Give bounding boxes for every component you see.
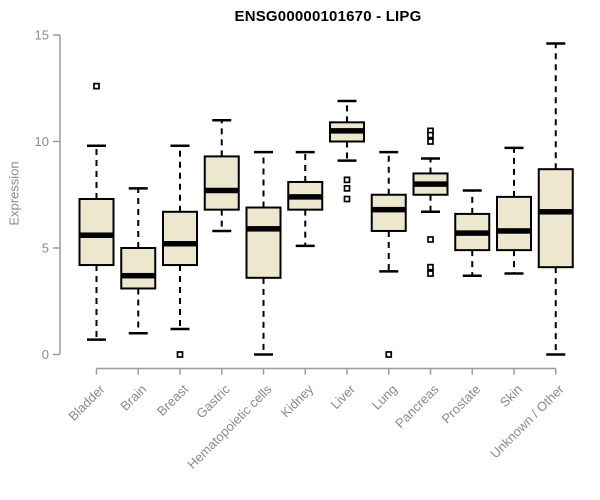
median-bar xyxy=(79,232,114,238)
outlier-point xyxy=(427,236,434,243)
box-kidney xyxy=(287,150,324,248)
outlier-point xyxy=(176,351,184,358)
box-breast xyxy=(162,144,198,358)
outlier-point xyxy=(385,351,393,358)
median-bar xyxy=(371,206,406,213)
box-unknown-other xyxy=(537,42,574,356)
y-tick-label: 10 xyxy=(35,134,49,149)
box-bladder xyxy=(78,82,115,341)
median-bar xyxy=(330,128,364,134)
median-bar xyxy=(121,272,156,279)
median-bar xyxy=(163,240,197,247)
chart-title: ENSG00000101670 - LIPG xyxy=(234,8,422,25)
median-bar xyxy=(413,181,448,187)
outlier-point xyxy=(427,131,434,139)
box-brain xyxy=(120,187,157,335)
y-tick-label: 15 xyxy=(35,28,49,43)
box-liver xyxy=(329,99,365,203)
iqr-box xyxy=(496,195,532,252)
x-tick-label: Breast xyxy=(154,381,191,418)
iqr-box xyxy=(537,168,574,269)
x-tick-label: Brain xyxy=(117,382,149,414)
outlier-point xyxy=(427,270,434,277)
outlier-point xyxy=(427,263,434,271)
x-tick-label: Bladder xyxy=(65,381,108,424)
outlier-point xyxy=(343,185,351,192)
outlier-point xyxy=(93,82,100,90)
iqr-box xyxy=(203,155,240,211)
x-tick-label: Skin xyxy=(497,382,525,410)
median-bar xyxy=(497,228,531,234)
iqr-box xyxy=(120,247,157,290)
box-hematopoietic-cells xyxy=(245,150,282,356)
y-tick-label: 0 xyxy=(42,347,49,362)
x-tick-label: Lung xyxy=(369,382,400,413)
y-axis: 0 5 10 15 xyxy=(35,28,61,362)
iqr-box xyxy=(78,198,115,267)
x-tick-label: Prostate xyxy=(439,382,484,427)
outlier-point xyxy=(427,138,434,145)
y-tick-label: 5 xyxy=(42,241,49,256)
x-tick-label: Liver xyxy=(328,381,359,412)
median-bar xyxy=(538,209,573,215)
x-tick-label: Pancreas xyxy=(392,381,442,431)
median-bar xyxy=(246,226,281,232)
outlier-point xyxy=(343,195,351,203)
iqr-box xyxy=(245,206,282,279)
iqr-box xyxy=(162,210,198,267)
iqr-box xyxy=(370,193,407,232)
x-tick-label: Unknown / Other xyxy=(487,381,567,461)
x-tick-label: Gastric xyxy=(193,381,233,421)
box-prostate xyxy=(454,189,491,277)
median-bar xyxy=(288,194,323,200)
box-skin xyxy=(496,146,532,275)
outlier-point xyxy=(343,176,351,184)
box-gastric xyxy=(203,118,240,233)
median-bar xyxy=(204,187,239,194)
x-tick-label: Kidney xyxy=(278,381,317,420)
box-lung xyxy=(370,150,407,358)
box-pancreas xyxy=(412,127,449,277)
median-bar xyxy=(455,230,490,236)
